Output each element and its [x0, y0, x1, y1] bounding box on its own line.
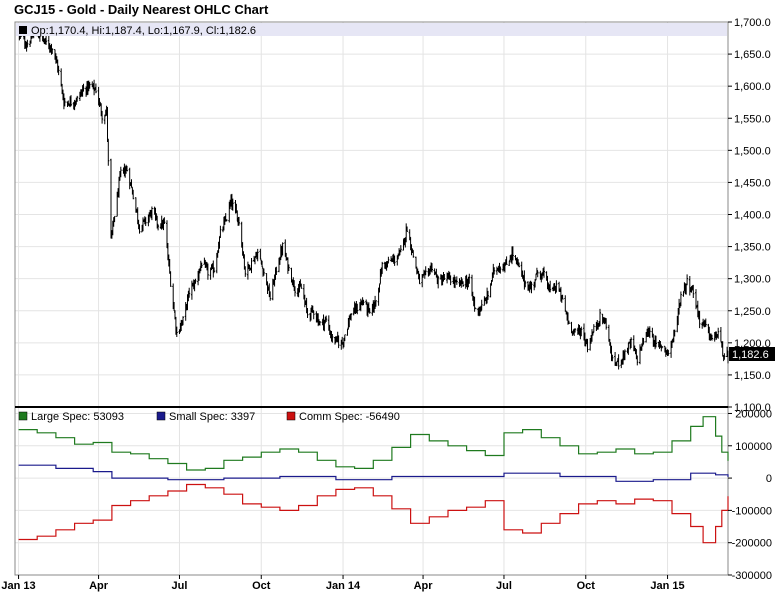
cot-tick-label-0: -300000	[732, 570, 772, 582]
cot-legend-label-2: Comm Spec: -56490	[299, 411, 400, 423]
cot-tick-label-1: -200000	[732, 538, 772, 550]
price-axis-labels: 1,100.0 1,150.0 1,200.0 1,250.0 1,300.0 1,350…	[728, 17, 771, 414]
cot-panel-frame	[14, 406, 729, 576]
last-value-marker: 1,182.6	[729, 346, 775, 361]
cot-gridlines	[15, 407, 728, 576]
price-tick-label-1: 1,150.0	[734, 370, 771, 382]
price-tick-label-9: 1,550.0	[734, 113, 771, 125]
date-tick-label-1: Apr	[89, 580, 109, 592]
cot-tick-label-4: 100000	[735, 441, 772, 453]
cot-legend-label-0: Large Spec: 53093	[31, 411, 124, 423]
cot-panel-border	[14, 406, 729, 576]
ohlc-legend: Op:1,170.4, Hi:1,187.4, Lo:1,167.9, Cl:1…	[16, 23, 727, 37]
price-tick-label-10: 1,600.0	[734, 81, 771, 93]
ohlc-bars	[18, 27, 729, 370]
cot-legend: Large Spec: 53093 Small Spec: 3397 Comm Sp…	[18, 411, 400, 423]
price-tick-label-6: 1,400.0	[734, 210, 771, 222]
date-tick-label-2: Jul	[172, 580, 188, 592]
price-tick-label-12: 1,700.0	[734, 17, 771, 29]
chart-title: GCJ15 - Gold - Daily Nearest OHLC Chart	[14, 2, 269, 17]
cot-line-0	[18, 416, 729, 471]
cot-line-1	[18, 464, 729, 482]
cot-legend-swatch-0	[18, 411, 28, 421]
date-tick-label-4: Jan 14	[326, 580, 361, 592]
price-tick-label-0: 1,100.0	[734, 402, 771, 414]
cot-legend-label-1: Small Spec: 3397	[169, 411, 255, 423]
cot-tick-label-2: -100000	[732, 505, 772, 517]
last-value-box	[729, 346, 775, 361]
cot-tick-label-3: 0	[766, 473, 772, 485]
date-tick-label-8: Jan 15	[650, 580, 684, 592]
price-tick-label-2: 1,200.0	[734, 338, 771, 350]
ohlc-legend-text: Op:1,170.4, Hi:1,187.4, Lo:1,167.9, Cl:1…	[31, 25, 256, 37]
ohlc-legend-band	[16, 23, 727, 36]
price-tick-label-5: 1,350.0	[734, 242, 771, 254]
cot-axis-labels: -300000 -200000 -100000 0 100000 200000	[728, 408, 772, 582]
price-tick-label-11: 1,650.0	[734, 49, 771, 61]
cot-tick-label-5: 200000	[735, 408, 772, 420]
cot-legend-swatch-1	[156, 411, 166, 421]
ohlc-bar-path	[18, 27, 729, 370]
date-tick-label-5: Apr	[414, 580, 434, 592]
date-axis-labels: Jan 13 Apr Jul Oct Jan 14 Apr Jul Oct Jan 15	[1, 575, 685, 592]
price-tick-label-8: 1,500.0	[734, 145, 771, 157]
last-value-label: 1,182.6	[732, 349, 769, 361]
price-gridlines	[15, 21, 728, 408]
cot-line-2	[18, 483, 729, 544]
ohlc-legend-swatch	[19, 26, 27, 34]
price-tick-label-4: 1,300.0	[734, 274, 771, 286]
date-tick-label-0: Jan 13	[1, 580, 35, 592]
date-tick-label-6: Jul	[496, 580, 512, 592]
date-tick-label-3: Oct	[252, 580, 271, 592]
cot-legend-swatch-2	[286, 411, 296, 421]
cot-series-lines	[18, 416, 729, 544]
price-tick-label-7: 1,450.0	[734, 177, 771, 189]
price-tick-label-3: 1,250.0	[734, 306, 771, 318]
date-tick-label-7: Oct	[577, 580, 596, 592]
